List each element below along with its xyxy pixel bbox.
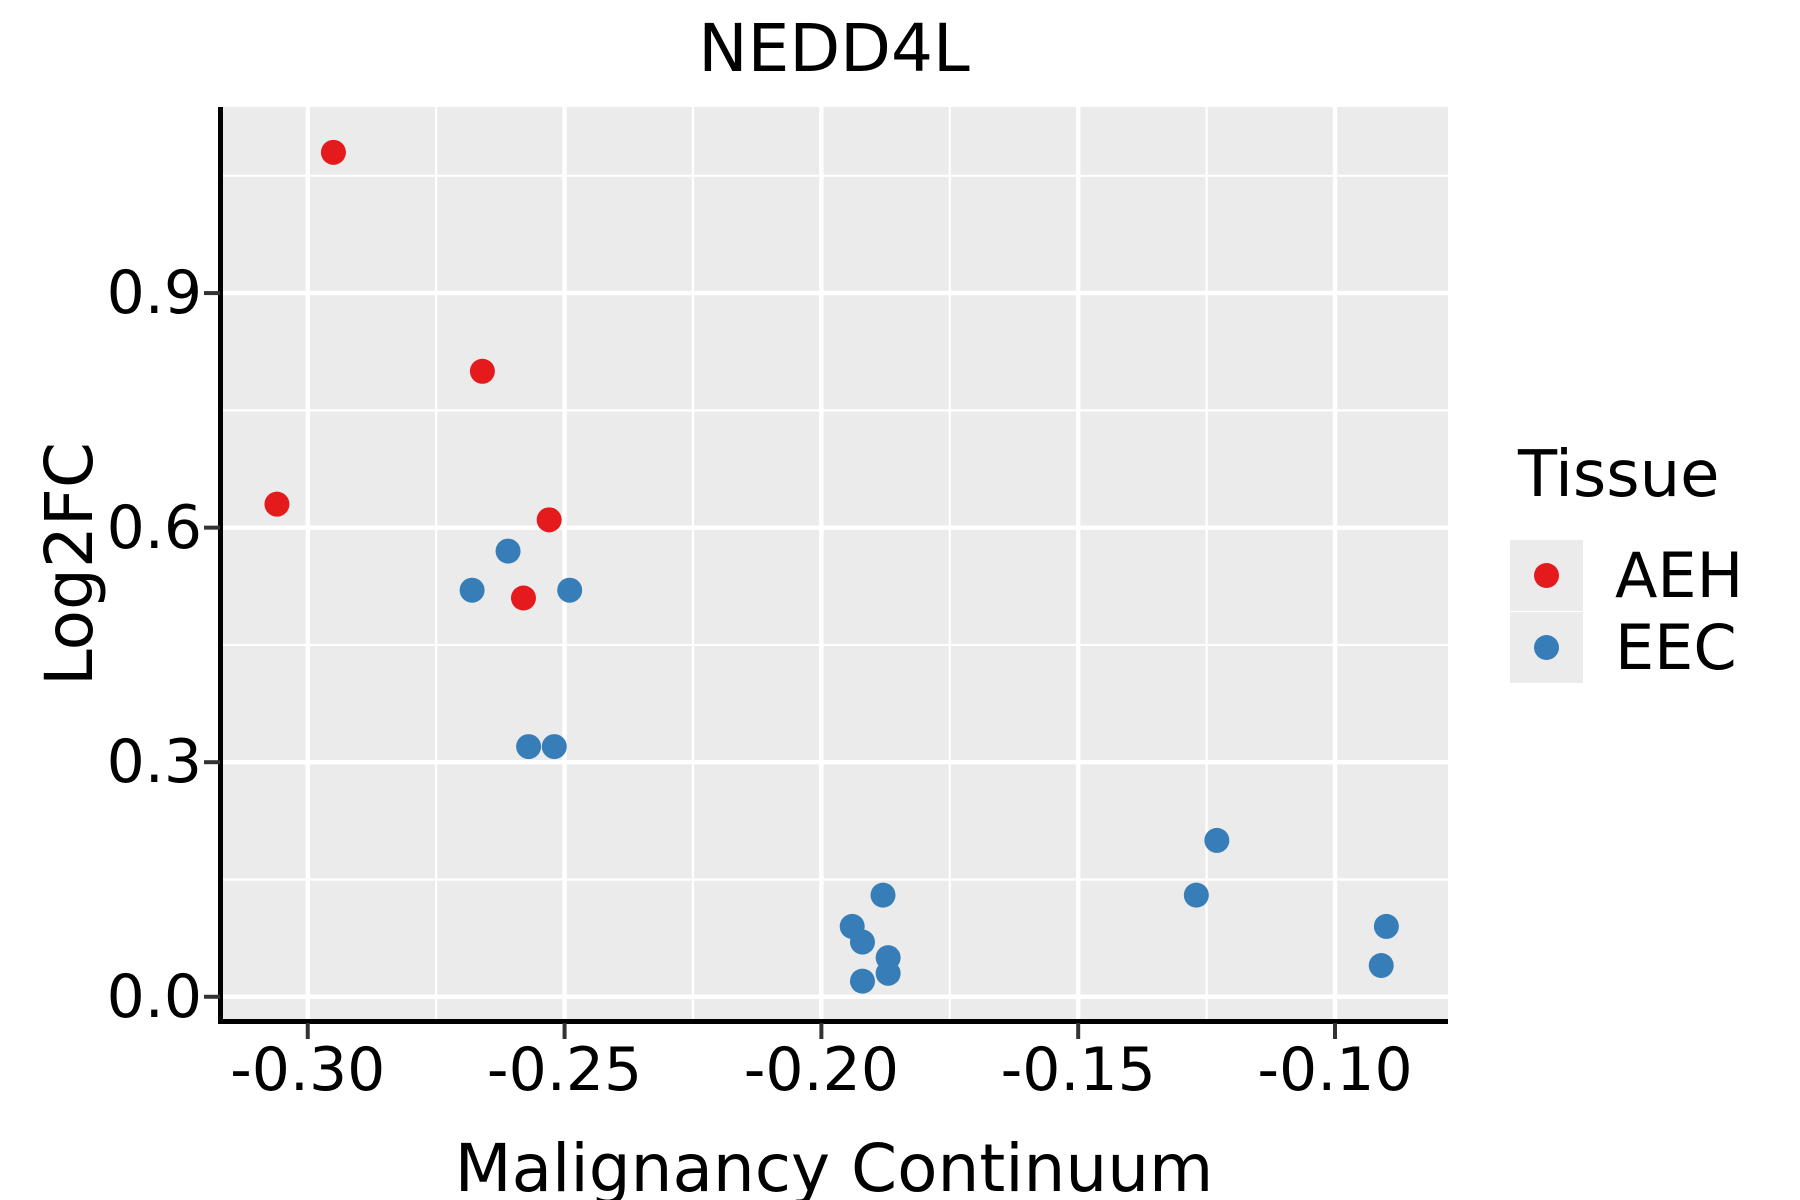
- legend-dot-icon: [1534, 634, 1559, 660]
- data-point-eec: [875, 960, 901, 986]
- legend-key-box: [1510, 611, 1583, 683]
- data-point-aeh: [264, 491, 290, 517]
- legend-entry-eec: EEC: [1510, 610, 1737, 684]
- data-point-eec: [516, 734, 542, 760]
- x-tick-label: -0.10: [1257, 1035, 1413, 1105]
- data-point-aeh: [536, 507, 562, 533]
- y-tick-label: 0.3: [106, 727, 202, 798]
- data-point-eec: [1204, 827, 1230, 853]
- data-point-aeh: [510, 585, 536, 611]
- data-point-eec: [495, 538, 521, 564]
- x-tick-label: -0.30: [230, 1035, 386, 1105]
- data-point-aeh: [469, 358, 495, 384]
- legend-title: Tissue: [1518, 438, 1720, 512]
- data-point-eec: [849, 968, 875, 994]
- data-point-eec: [1183, 882, 1209, 908]
- data-point-eec: [1373, 913, 1399, 939]
- panel-background: [223, 107, 1448, 1021]
- chart-title: NEDD4L: [698, 10, 970, 87]
- data-point-aeh: [320, 139, 346, 165]
- y-axis-title: Log2FC: [31, 442, 108, 686]
- x-tick-label: -0.20: [743, 1035, 899, 1105]
- y-tick-label: 0.0: [106, 961, 202, 1032]
- data-point-eec: [870, 882, 896, 908]
- x-axis-title: Malignancy Continuum: [454, 1130, 1214, 1200]
- legend-entry-aeh: AEH: [1510, 540, 1743, 611]
- data-point-eec: [849, 929, 875, 955]
- data-point-eec: [1368, 952, 1394, 978]
- data-point-eec: [557, 577, 583, 603]
- legend-entry-label: AEH: [1615, 539, 1744, 612]
- x-tick-label: -0.25: [486, 1035, 643, 1105]
- data-point-eec: [459, 577, 485, 603]
- legend-entry-label: EEC: [1615, 610, 1737, 684]
- x-tick-label: -0.15: [1000, 1035, 1156, 1105]
- y-tick-label: 0.6: [106, 492, 202, 563]
- y-tick-label: 0.9: [106, 258, 202, 329]
- legend-key-box: [1510, 540, 1583, 611]
- legend-dot-icon: [1534, 563, 1559, 588]
- data-point-eec: [541, 734, 567, 760]
